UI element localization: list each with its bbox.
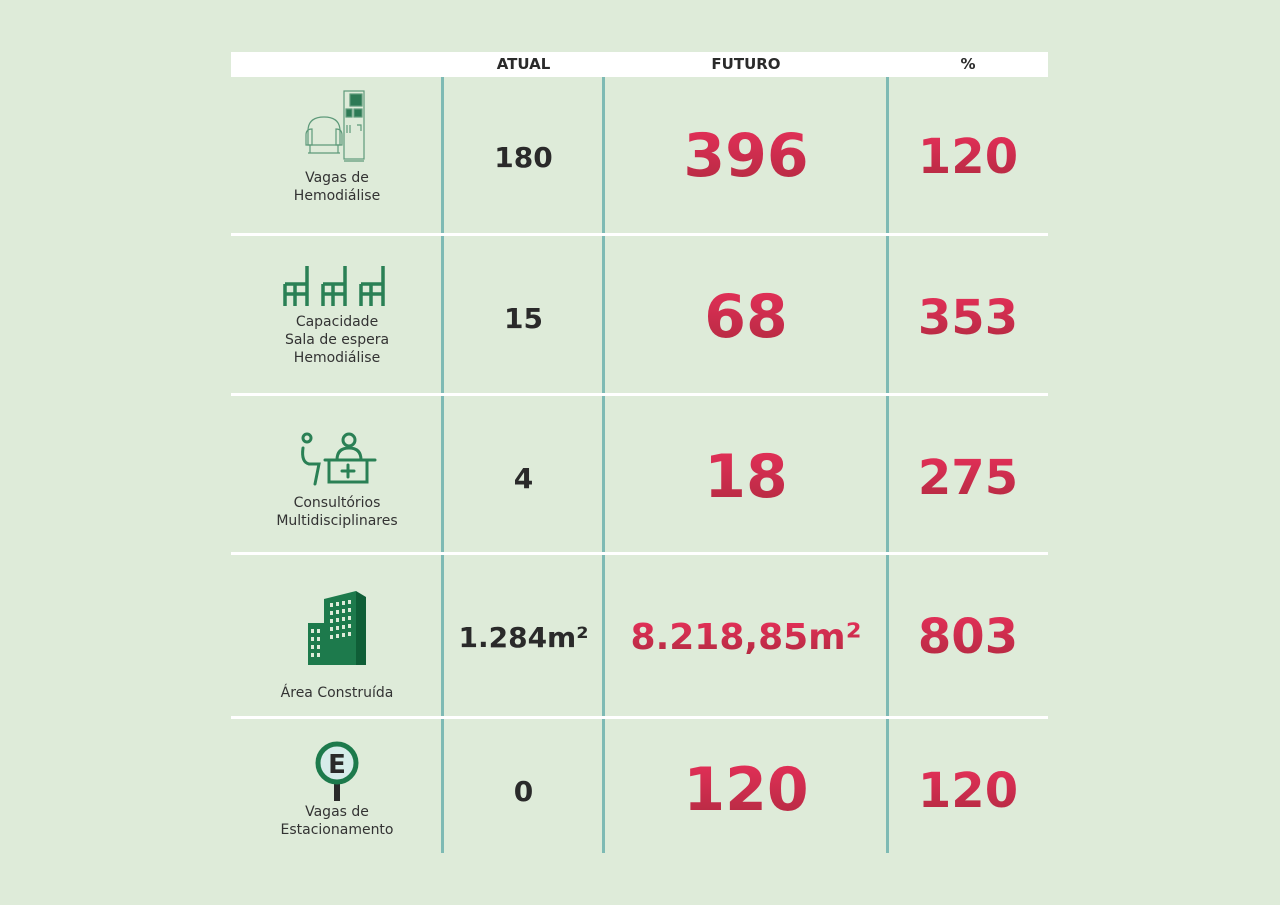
- waiting-chairs-icon: [231, 264, 443, 308]
- column-divider: [602, 77, 605, 853]
- parking-sign-icon: E: [231, 741, 443, 801]
- atual-value: 15: [504, 302, 543, 335]
- percent-value: 120: [888, 129, 1048, 185]
- row-divider: [231, 552, 1048, 555]
- building-icon: [231, 589, 443, 665]
- label-line: Multidisciplinares: [276, 513, 398, 529]
- row-divider: [231, 716, 1048, 719]
- label-line: Consultórios: [293, 495, 381, 511]
- percent-value: 275: [888, 450, 1048, 506]
- table-row: Vagas de Hemodiálise 180 396 120: [231, 77, 1048, 233]
- svg-text:E: E: [328, 750, 346, 780]
- row-divider: [231, 393, 1048, 396]
- row-label: Vagas de Hemodiálise: [231, 169, 443, 205]
- atual-value: 1.284m²: [458, 621, 589, 654]
- atual-value: 4: [513, 462, 534, 495]
- row-label: Capacidade Sala de espera Hemodiálise: [231, 313, 443, 367]
- futuro-value: 18: [604, 442, 888, 512]
- header-percent: %: [960, 55, 976, 73]
- doctor-consultation-icon: [231, 432, 443, 488]
- row-divider: [231, 233, 1048, 236]
- label-line: Hemodiálise: [293, 188, 381, 204]
- table-row: Capacidade Sala de espera Hemodiálise 15…: [231, 236, 1048, 393]
- row-label: Vagas de Estacionamento: [231, 803, 443, 839]
- header-atual: ATUAL: [496, 55, 551, 73]
- atual-value: 180: [494, 141, 553, 174]
- dialysis-chair-machine-icon: [231, 89, 443, 165]
- label-line: Estacionamento: [280, 822, 394, 838]
- column-divider: [441, 77, 444, 853]
- column-divider: [886, 77, 889, 853]
- futuro-value: 396: [604, 121, 888, 191]
- futuro-value: 120: [604, 755, 888, 825]
- percent-value: 120: [888, 763, 1048, 819]
- table-row: E Vagas de Estacionamento 0 120 120: [231, 719, 1048, 853]
- table-row: Consultórios Multidisciplinares 4 18 275: [231, 396, 1048, 552]
- label-line: Capacidade: [295, 314, 379, 330]
- row-label: Consultórios Multidisciplinares: [231, 494, 443, 530]
- label-line: Hemodiálise: [293, 350, 381, 366]
- row-label: Área Construída: [231, 684, 443, 702]
- atual-value: 0: [513, 775, 534, 808]
- table-header: ATUAL FUTURO %: [231, 52, 1048, 77]
- label-line: Sala de espera: [284, 332, 390, 348]
- percent-value: 803: [888, 609, 1048, 665]
- percent-value: 353: [888, 290, 1048, 346]
- label-line: Vagas de: [305, 804, 369, 820]
- futuro-value: 8.218,85m²: [604, 617, 888, 658]
- table-row: Área Construída 1.284m² 8.218,85m² 803: [231, 555, 1048, 716]
- label-line: Vagas de: [305, 170, 369, 186]
- label-line: Área Construída: [280, 685, 394, 701]
- header-futuro: FUTURO: [711, 55, 781, 73]
- futuro-value: 68: [604, 282, 888, 352]
